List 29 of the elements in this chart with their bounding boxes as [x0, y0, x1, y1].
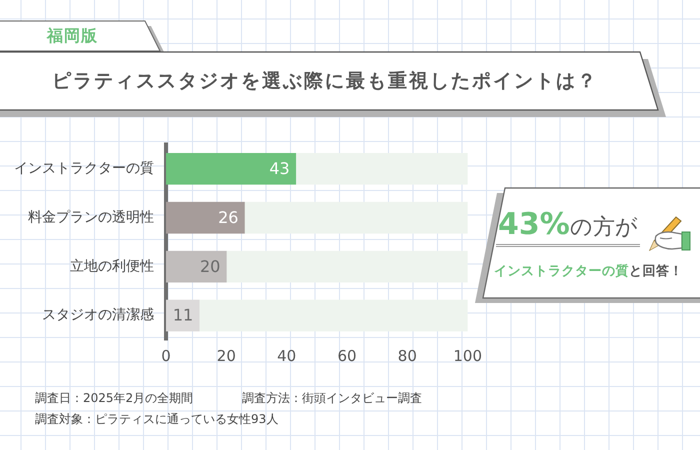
chart-subtitle: 福岡版: [47, 26, 98, 46]
data-label: 20: [200, 256, 220, 276]
x-tick-label: 20: [216, 346, 236, 365]
x-tick-label: 100: [453, 346, 482, 365]
y-tick-label: スタジオの清潔感: [42, 307, 154, 324]
chart-title: ピラティススタジオを選ぶ際に最も重視したポイントは？: [52, 69, 598, 94]
y-tick-label: インストラクターの質: [14, 160, 154, 176]
text: 43%の方が: [498, 207, 638, 242]
bar: [295, 153, 468, 185]
text: 調査方法：街頭インタビュー調査: [242, 390, 422, 407]
text: インストラクターの質と回答！: [494, 264, 683, 279]
data-label: 43: [269, 159, 290, 178]
text: 調査対象：ピラティスに通っている女性93人: [35, 411, 278, 428]
bar: [166, 250, 227, 282]
x-tick-label: 80: [398, 346, 417, 365]
bar: [198, 300, 468, 332]
bar: [166, 153, 296, 185]
bar: [244, 202, 468, 234]
x-tick-label: 60: [337, 346, 357, 365]
x-tick-label: 40: [277, 346, 296, 365]
bar: [166, 300, 200, 332]
y-tick-label: 料金プランの透明性: [28, 209, 154, 226]
x-tick-label: 0: [161, 346, 171, 365]
data-label: 26: [218, 208, 238, 227]
bar: [166, 202, 245, 234]
data-label: 11: [172, 306, 194, 325]
bar: [226, 250, 468, 282]
text: 調査日：2025年2月の全期間: [35, 390, 194, 407]
y-tick-label: 立地の利便性: [70, 258, 154, 274]
